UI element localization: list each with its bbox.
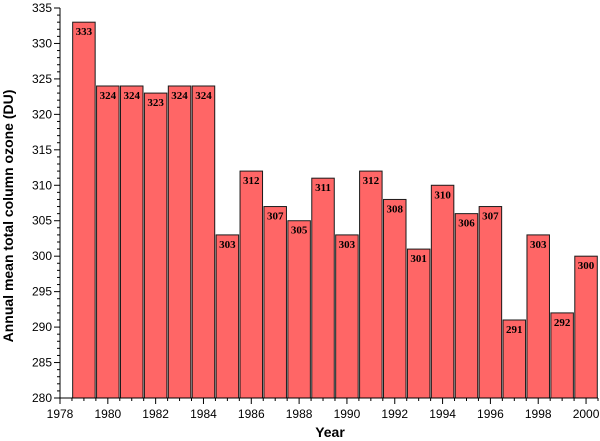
x-tick-label-1994: 1994 — [429, 407, 456, 421]
bar-1980 — [96, 85, 120, 399]
bar-value-label-2000: 300 — [578, 260, 595, 272]
x-tick-label-1984: 1984 — [190, 407, 217, 421]
y-tick-label-320: 320 — [32, 107, 52, 121]
bar-value-label-1990: 303 — [339, 239, 356, 251]
bar-value-label-1980: 324 — [100, 90, 117, 102]
x-tick-label-2000: 2000 — [573, 407, 600, 421]
bar-1994 — [430, 184, 455, 399]
x-tick-label-1978: 1978 — [47, 407, 74, 421]
y-tick-label-315: 315 — [32, 143, 52, 157]
bar-value-label-1995: 306 — [458, 218, 475, 230]
bar-1993 — [406, 248, 431, 399]
y-tick-label-335: 335 — [32, 1, 52, 15]
bar-value-label-1997: 291 — [506, 324, 523, 336]
x-tick-label-1982: 1982 — [142, 407, 169, 421]
bar-value-label-1982: 323 — [147, 97, 164, 109]
x-tick-label-1998: 1998 — [525, 407, 552, 421]
y-tick-label-310: 310 — [32, 178, 52, 192]
x-axis-title: Year — [315, 424, 345, 440]
x-tick-label-1996: 1996 — [477, 407, 504, 421]
bar-1987 — [263, 206, 287, 399]
bar-value-label-1986: 312 — [243, 175, 260, 187]
bar-value-label-1994: 310 — [434, 189, 451, 201]
bar-1989 — [311, 177, 335, 399]
bar-1979 — [72, 21, 96, 399]
y-tick-label-325: 325 — [32, 72, 52, 86]
bar-1986 — [239, 170, 264, 399]
bar-value-label-1996: 307 — [482, 211, 499, 223]
bar-1998 — [526, 234, 550, 399]
y-tick-label-285: 285 — [32, 356, 52, 370]
bar-value-label-1987: 307 — [267, 211, 284, 223]
bar-1991 — [359, 170, 383, 399]
y-tick-label-330: 330 — [32, 36, 52, 50]
bar-2000 — [574, 255, 598, 399]
bar-1985 — [215, 234, 240, 399]
bar-value-label-1991: 312 — [363, 175, 380, 187]
bars-group: 333 324 324 323 324 324 303 312 307 305 311 303 312 3… — [72, 21, 598, 399]
bar-value-label-1993: 301 — [410, 253, 427, 265]
bar-1983 — [167, 85, 192, 399]
x-tick-label-1990: 1990 — [334, 407, 361, 421]
bar-1982 — [143, 92, 168, 399]
bar-1995 — [454, 213, 479, 399]
bar-1996 — [478, 206, 503, 399]
y-tick-label-305: 305 — [32, 214, 52, 228]
bar-value-label-1992: 308 — [387, 203, 404, 215]
bar-1992 — [383, 198, 407, 399]
x-tick-label-1988: 1988 — [286, 407, 313, 421]
bar-value-label-1999: 292 — [554, 317, 571, 329]
y-tick-label-300: 300 — [32, 249, 52, 263]
x-tick-label-1992: 1992 — [381, 407, 408, 421]
bar-1984 — [191, 85, 216, 399]
y-tick-label-295: 295 — [32, 285, 52, 299]
bar-value-label-1985: 303 — [219, 239, 236, 251]
bar-1988 — [287, 220, 311, 399]
bar-value-label-1983: 324 — [171, 90, 188, 102]
x-tick-label-1980: 1980 — [94, 407, 121, 421]
axes-group: 280 285 290 295 300 305 310 315 320 325 330 335 1978… — [32, 1, 600, 421]
bar-value-label-1981: 324 — [123, 90, 140, 102]
y-tick-label-280: 280 — [32, 391, 52, 405]
y-tick-label-290: 290 — [32, 320, 52, 334]
y-axis-title: Annual mean total column ozone (DU) — [0, 90, 16, 343]
bar-value-label-1988: 305 — [291, 225, 308, 237]
bar-value-label-1998: 303 — [530, 239, 547, 251]
bar-value-label-1989: 311 — [315, 182, 331, 194]
x-tick-label-1986: 1986 — [238, 407, 265, 421]
bar-1990 — [335, 234, 359, 399]
bar-value-label-1984: 324 — [195, 90, 212, 102]
bar-1981 — [119, 85, 144, 399]
bar-value-label-1979: 333 — [76, 26, 93, 38]
